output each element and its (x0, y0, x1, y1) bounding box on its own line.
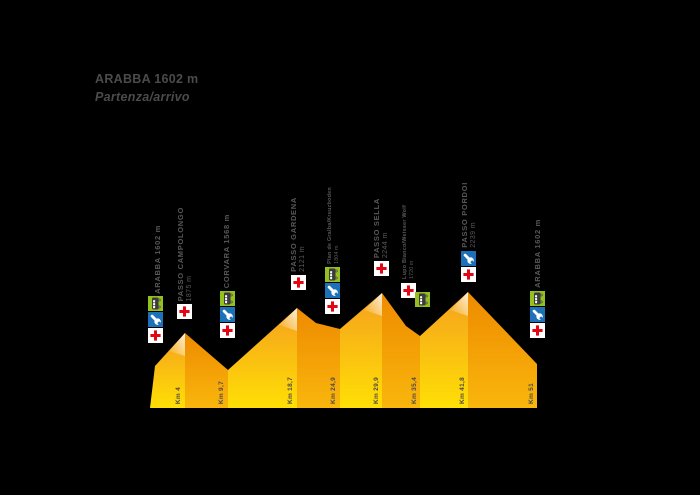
first-aid-cross-icon (325, 299, 340, 314)
km-mark-label: Km 41,8 (459, 376, 466, 404)
first-aid-cross-icon (461, 267, 476, 282)
km-mark-label: Km 24,9 (330, 376, 337, 404)
first-aid-cross-icon (291, 275, 306, 290)
mechanic-wrench-icon (530, 307, 545, 322)
first-aid-cross-icon (530, 323, 545, 338)
profile-segment-descent (382, 293, 420, 408)
shuttle-bus-icon (148, 296, 163, 311)
shuttle-bus-icon (220, 291, 235, 306)
title-start-finish: Partenza/arrivo (95, 90, 190, 104)
mechanic-wrench-icon (220, 307, 235, 322)
profile-segment-descent (185, 333, 228, 408)
mechanic-wrench-icon (461, 251, 476, 266)
profile-segment-descent (297, 308, 340, 408)
profile-segment-climb (420, 292, 468, 408)
apex-highlight (279, 308, 297, 331)
apex-highlight (450, 292, 468, 316)
km-mark-label: Km 4 (175, 386, 182, 404)
km-mark-label: Km 9,7 (218, 380, 225, 404)
first-aid-cross-icon (374, 261, 389, 276)
first-aid-cross-icon (177, 304, 192, 319)
first-aid-cross-icon (401, 283, 416, 298)
first-aid-cross-icon (148, 328, 163, 343)
shuttle-bus-icon (415, 292, 430, 307)
profile-segment-descent (468, 292, 537, 408)
shuttle-bus-icon (530, 291, 545, 306)
mechanic-wrench-icon (325, 283, 340, 298)
mechanic-wrench-icon (148, 312, 163, 327)
km-mark-label: Km 29,9 (373, 376, 380, 404)
profile-segment-climb (228, 308, 297, 408)
km-mark-label: Km 35,4 (411, 376, 418, 404)
apex-highlight (364, 293, 382, 316)
title-location-altitude: ARABBA 1602 m (95, 72, 199, 86)
page-title: ARABBA 1602 m Partenza/arrivo (95, 72, 198, 104)
km-mark-label: Km 51 (528, 382, 535, 404)
profile-segment-climb (340, 293, 382, 408)
apex-highlight (169, 333, 185, 356)
shuttle-bus-icon (325, 267, 340, 282)
first-aid-cross-icon (220, 323, 235, 338)
km-mark-label: Km 18,7 (287, 376, 294, 404)
